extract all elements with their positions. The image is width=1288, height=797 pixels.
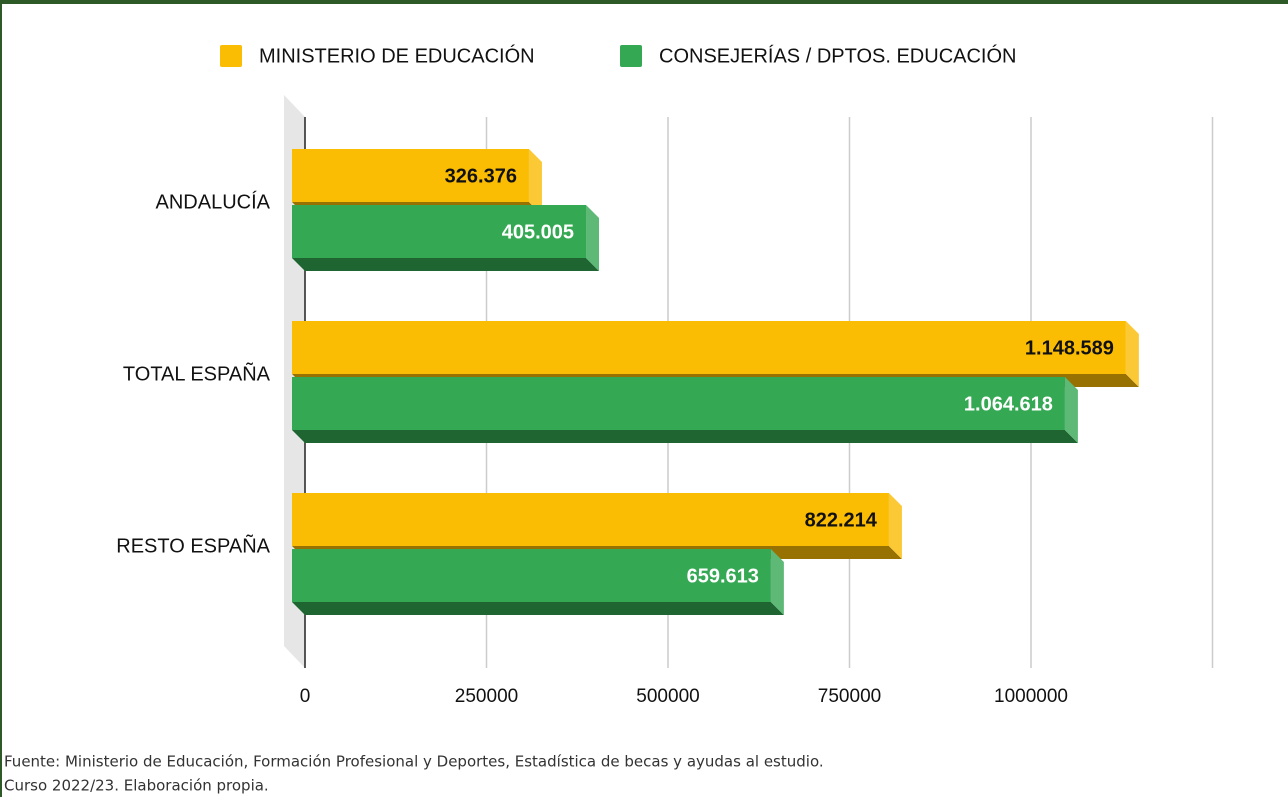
- bar: [292, 493, 889, 546]
- x-tick-label: 1000000: [994, 686, 1068, 707]
- value-label: 1.064.618: [964, 393, 1053, 415]
- source-line: Fuente: Ministerio de Educación, Formaci…: [4, 753, 824, 771]
- bar-side: [586, 205, 600, 271]
- category-label: ANDALUCÍA: [156, 190, 271, 213]
- legend-label: MINISTERIO DE EDUCACIÓN: [259, 44, 535, 67]
- x-tick-label: 0: [300, 686, 311, 707]
- value-label: 1.148.589: [1025, 337, 1114, 359]
- value-label: 659.613: [687, 565, 759, 587]
- bar-bottom: [292, 602, 784, 615]
- legend-swatch: [620, 45, 642, 67]
- source-line: Curso 2022/23. Elaboración propia.: [4, 777, 269, 795]
- bar-side: [1125, 321, 1139, 387]
- bar-side: [1064, 377, 1078, 443]
- bar: [292, 149, 529, 202]
- bar: [292, 377, 1065, 430]
- category-label: TOTAL ESPAÑA: [123, 361, 271, 385]
- legend-label: CONSEJERÍAS / DPTOS. EDUCACIÓN: [659, 44, 1016, 67]
- bar-side: [770, 549, 784, 615]
- legend-swatch: [220, 45, 242, 67]
- value-label: 405.005: [502, 221, 574, 243]
- bar-side: [528, 149, 542, 215]
- bar-bottom: [292, 258, 600, 271]
- bar: [292, 321, 1126, 374]
- bar-side: [888, 493, 902, 559]
- bar-bottom: [292, 430, 1078, 443]
- bar: [292, 205, 587, 258]
- x-tick-label: 500000: [636, 686, 699, 707]
- x-tick-label: 750000: [818, 686, 881, 707]
- left-border: [0, 0, 2, 797]
- x-tick-label: 250000: [455, 686, 518, 707]
- category-label: RESTO ESPAÑA: [116, 533, 270, 557]
- value-label: 326.376: [445, 165, 517, 187]
- top-border: [0, 0, 1288, 4]
- value-label: 822.214: [805, 509, 878, 531]
- bar: [292, 549, 771, 602]
